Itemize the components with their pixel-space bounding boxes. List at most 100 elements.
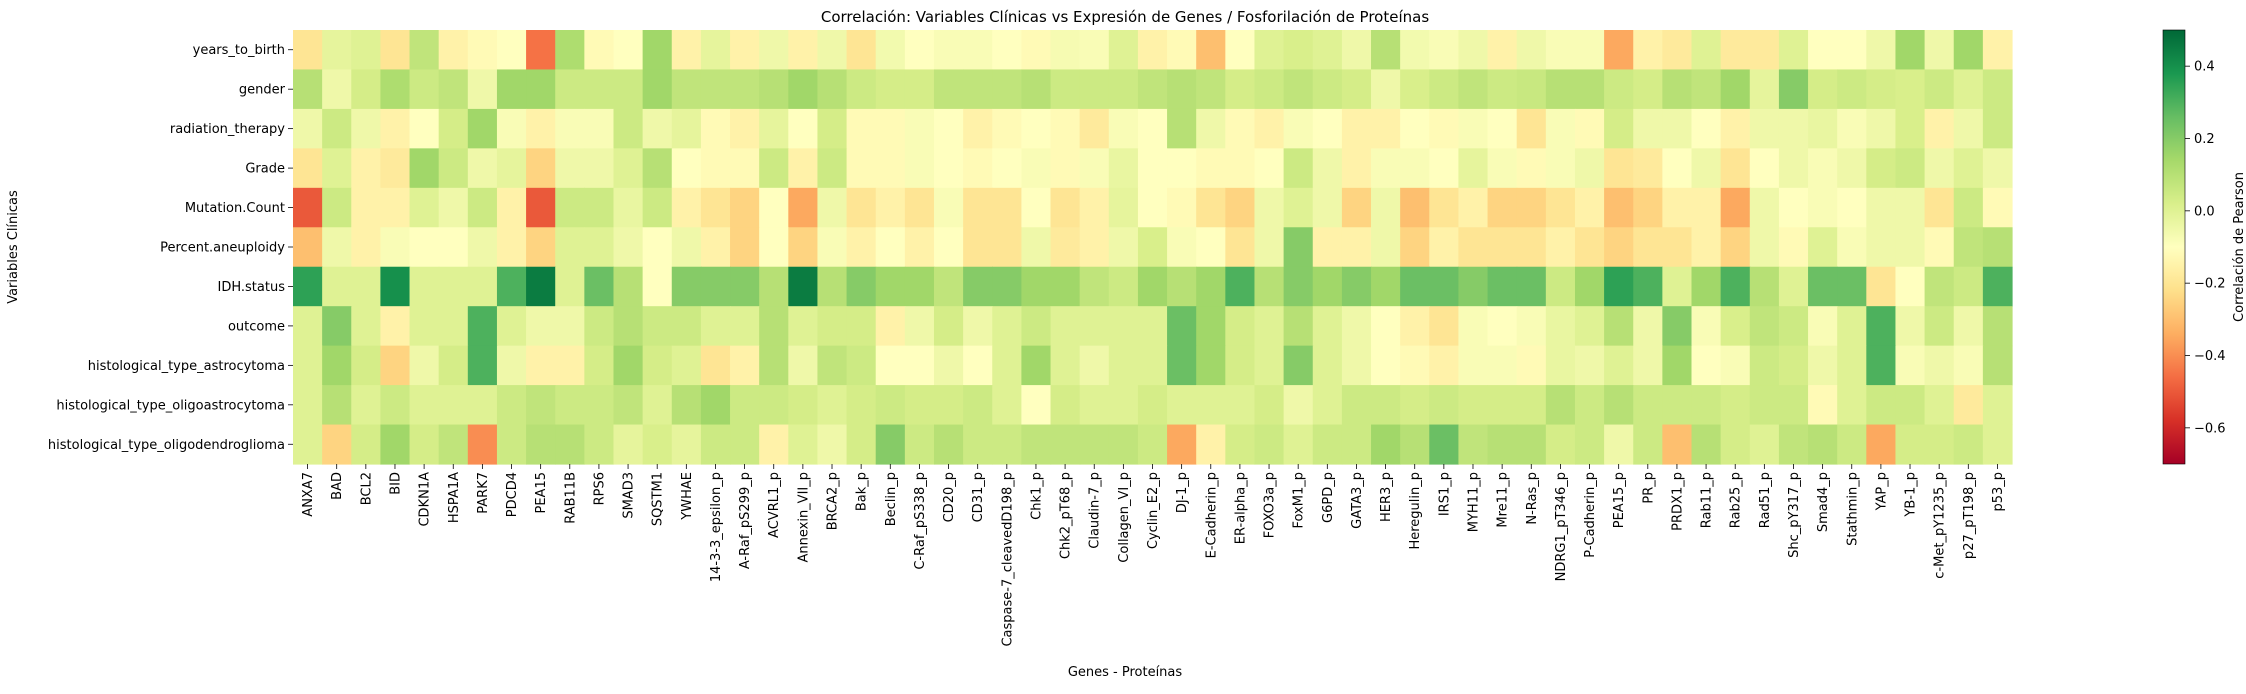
heatmap-cell bbox=[1953, 30, 1984, 71]
x-tick-label: CDKN1A bbox=[418, 472, 433, 527]
heatmap-cell bbox=[1574, 266, 1605, 307]
heatmap-cell bbox=[1487, 187, 1518, 228]
heatmap-cell bbox=[992, 266, 1022, 307]
heatmap-cell bbox=[1982, 424, 2013, 465]
heatmap-cell bbox=[613, 345, 644, 386]
heatmap-cell bbox=[526, 306, 556, 347]
heatmap-cell bbox=[1458, 108, 1489, 149]
heatmap-cell bbox=[1545, 345, 1576, 386]
heatmap-cell bbox=[555, 266, 585, 307]
x-tick-label: CD20_p bbox=[942, 472, 957, 522]
colorbar-tick-label: 0.0 bbox=[2194, 204, 2215, 219]
heatmap-cell bbox=[904, 424, 935, 465]
heatmap-cell bbox=[613, 266, 644, 307]
heatmap-cell bbox=[496, 148, 527, 189]
heatmap-cell bbox=[1691, 266, 1722, 307]
heatmap-cell bbox=[526, 108, 556, 149]
heatmap-cell bbox=[817, 266, 848, 307]
heatmap-cell bbox=[730, 385, 760, 426]
heatmap-cell bbox=[1371, 385, 1401, 426]
heatmap-cell bbox=[1837, 424, 1867, 465]
heatmap-cell bbox=[293, 345, 323, 386]
heatmap-cell bbox=[1895, 424, 1926, 465]
heatmap-cell bbox=[1050, 187, 1081, 228]
heatmap-cell bbox=[933, 227, 964, 268]
heatmap-cell bbox=[963, 69, 993, 110]
heatmap-cells bbox=[293, 30, 2013, 465]
heatmap-cell bbox=[1953, 187, 1984, 228]
heatmap-cell bbox=[1691, 227, 1722, 268]
heatmap-cell bbox=[730, 187, 760, 228]
heatmap-cell bbox=[526, 227, 556, 268]
heatmap-cell bbox=[1808, 385, 1838, 426]
heatmap-cell bbox=[642, 385, 673, 426]
heatmap-cell bbox=[1458, 424, 1489, 465]
heatmap-cell bbox=[1516, 30, 1547, 71]
heatmap-cell bbox=[1341, 30, 1372, 71]
heatmap-cell bbox=[1633, 385, 1663, 426]
heatmap-cell bbox=[1837, 266, 1867, 307]
heatmap-cell bbox=[1778, 306, 1809, 347]
heatmap-cell bbox=[380, 30, 411, 71]
heatmap-cell bbox=[1953, 108, 1984, 149]
x-tick-label: Heregulin_p bbox=[1408, 472, 1423, 550]
heatmap-cell bbox=[351, 69, 382, 110]
heatmap-cell bbox=[438, 306, 469, 347]
x-tick-label: Mre11_p bbox=[1496, 472, 1511, 528]
heatmap-cell bbox=[467, 187, 498, 228]
heatmap-cell bbox=[438, 108, 469, 149]
heatmap-cell bbox=[671, 345, 702, 386]
heatmap-cell bbox=[409, 69, 440, 110]
x-tick-label: Cyclin_E2_p bbox=[1146, 472, 1161, 549]
heatmap-cell bbox=[1312, 266, 1343, 307]
heatmap-cell bbox=[1866, 385, 1897, 426]
heatmap-cell bbox=[1050, 306, 1081, 347]
heatmap-cell bbox=[1545, 306, 1576, 347]
heatmap-cell bbox=[1604, 385, 1634, 426]
heatmap-cell bbox=[759, 424, 789, 465]
heatmap-cell bbox=[1458, 266, 1489, 307]
y-tick-label: Percent.aneuploidy bbox=[160, 241, 285, 256]
heatmap-cell bbox=[788, 424, 819, 465]
heatmap-cell bbox=[817, 69, 848, 110]
heatmap-cell bbox=[1283, 306, 1314, 347]
heatmap-cell bbox=[1837, 306, 1867, 347]
x-tick-label: Claudin-7_p bbox=[1088, 472, 1103, 549]
heatmap-cell bbox=[1866, 345, 1897, 386]
heatmap-cell bbox=[293, 108, 323, 149]
heatmap-cell bbox=[1749, 345, 1780, 386]
heatmap-cell bbox=[1604, 424, 1634, 465]
heatmap-cell bbox=[555, 69, 585, 110]
heatmap-cell bbox=[351, 108, 382, 149]
heatmap-cell bbox=[1254, 385, 1285, 426]
heatmap-cell bbox=[555, 148, 585, 189]
heatmap-cell bbox=[351, 187, 382, 228]
heatmap-cell bbox=[846, 306, 877, 347]
heatmap-cell bbox=[992, 69, 1022, 110]
heatmap-cell bbox=[438, 148, 469, 189]
heatmap-cell bbox=[1662, 385, 1693, 426]
heatmap-cell bbox=[1108, 30, 1139, 71]
heatmap-cell bbox=[1079, 108, 1110, 149]
heatmap-cell bbox=[933, 148, 964, 189]
heatmap-cell bbox=[1778, 187, 1809, 228]
heatmap-cell bbox=[380, 108, 411, 149]
heatmap-cell bbox=[1021, 227, 1052, 268]
heatmap-cell bbox=[904, 148, 935, 189]
colorbar-ticks: 0.4 0.2 0.0 −0.2 −0.4 −0.6 bbox=[2185, 60, 2226, 436]
heatmap-cell bbox=[817, 108, 848, 149]
heatmap-cell bbox=[1749, 266, 1780, 307]
heatmap-cell bbox=[759, 30, 789, 71]
heatmap-cell bbox=[904, 30, 935, 71]
heatmap-cell bbox=[846, 148, 877, 189]
heatmap-cell bbox=[1021, 187, 1052, 228]
heatmap-cell bbox=[759, 69, 789, 110]
heatmap-cell bbox=[496, 69, 527, 110]
heatmap-cell bbox=[1050, 424, 1081, 465]
heatmap-cell bbox=[555, 306, 585, 347]
heatmap-cell bbox=[1283, 266, 1314, 307]
heatmap-cell bbox=[1662, 187, 1693, 228]
x-tick-label: RPS6 bbox=[592, 472, 607, 505]
heatmap-cell bbox=[1371, 69, 1401, 110]
heatmap-cell bbox=[409, 108, 440, 149]
